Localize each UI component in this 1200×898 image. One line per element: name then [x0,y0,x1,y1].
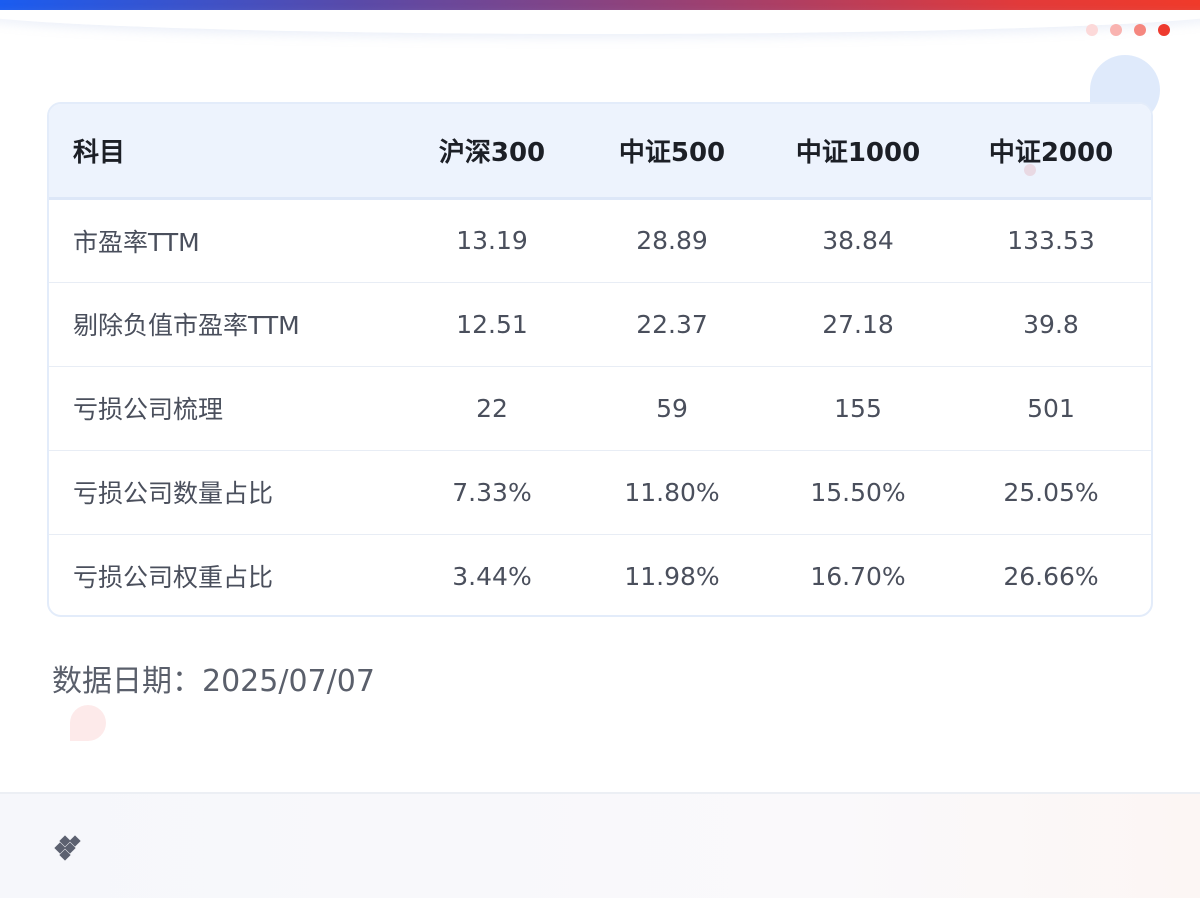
top-curve-decoration [0,10,1200,34]
decorative-blob-small [70,705,106,741]
table-cell: 13.19 [456,226,528,255]
decorative-pin [1024,164,1036,176]
footer-bar [0,792,1200,898]
table-row: 亏损公司权重占比 3.44% 11.98% 16.70% 26.66% [49,534,1151,615]
data-date-value: 2025/07/07 [202,664,375,699]
table-row: 剔除负值市盈率TTM 12.51 22.37 27.18 39.8 [49,282,1151,366]
table-cell: 11.80% [624,477,720,507]
table-row: 市盈率TTM 13.19 28.89 38.84 133.53 [49,198,1151,282]
dot-icon [1086,24,1098,36]
table-cell: 3.44% [452,561,532,591]
table-cell: 16.70% [810,561,906,591]
dot-icon [1158,24,1170,36]
table-header-row: 科目 沪深300 中证500 中证1000 中证2000 [49,104,1151,198]
dot-icon [1134,24,1146,36]
header-zz2000: 中证2000 [988,137,1114,168]
table-row: 亏损公司梳理 22 59 155 501 [49,366,1151,450]
table-cell: 501 [1027,393,1075,423]
table-cell: 38.84 [822,226,894,255]
table-row: 亏损公司数量占比 7.33% 11.80% 15.50% 25.05% [49,450,1151,534]
table-cell: 12.51 [456,309,528,339]
header-zz500: 中证500 [618,137,726,168]
row-label: 亏损公司梳理 [73,395,224,424]
table-cell: 26.66% [1003,561,1099,591]
dot-icon [1110,24,1122,36]
data-date-label: 数据日期： [52,664,202,699]
table-cell: 28.89 [636,226,708,255]
row-label: 亏损公司数量占比 [73,479,274,508]
table-cell: 22.37 [636,309,708,339]
table-cell: 39.8 [1023,309,1079,339]
table-cell: 25.05% [1003,477,1099,507]
table-cell: 15.50% [810,477,906,507]
table-cell: 22 [476,393,508,423]
table-cell: 27.18 [822,309,894,339]
row-label: 亏损公司权重占比 [73,563,274,593]
header-subject: 科目 [73,137,126,168]
data-date: 数据日期：2025/07/07 [52,656,375,700]
table-cell: 7.33% [452,477,532,507]
table-cell: 11.98% [624,561,720,591]
table-cell: 155 [834,393,882,423]
logo-icon [54,835,81,861]
header-hs300: 沪深300 [438,137,546,168]
row-label: 剔除负值市盈率TTM [73,311,300,340]
valuation-table: 科目 沪深300 中证500 中证1000 中证2000 市盈率TTM 13.1… [49,104,1151,615]
table-cell: 59 [656,393,688,423]
header-zz1000: 中证1000 [795,137,921,168]
table-cell: 133.53 [1007,226,1095,255]
valuation-table-card: 科目 沪深300 中证500 中证1000 中证2000 市盈率TTM 13.1… [47,102,1153,617]
page-dots [1086,24,1170,36]
row-label: 市盈率TTM [73,227,200,257]
